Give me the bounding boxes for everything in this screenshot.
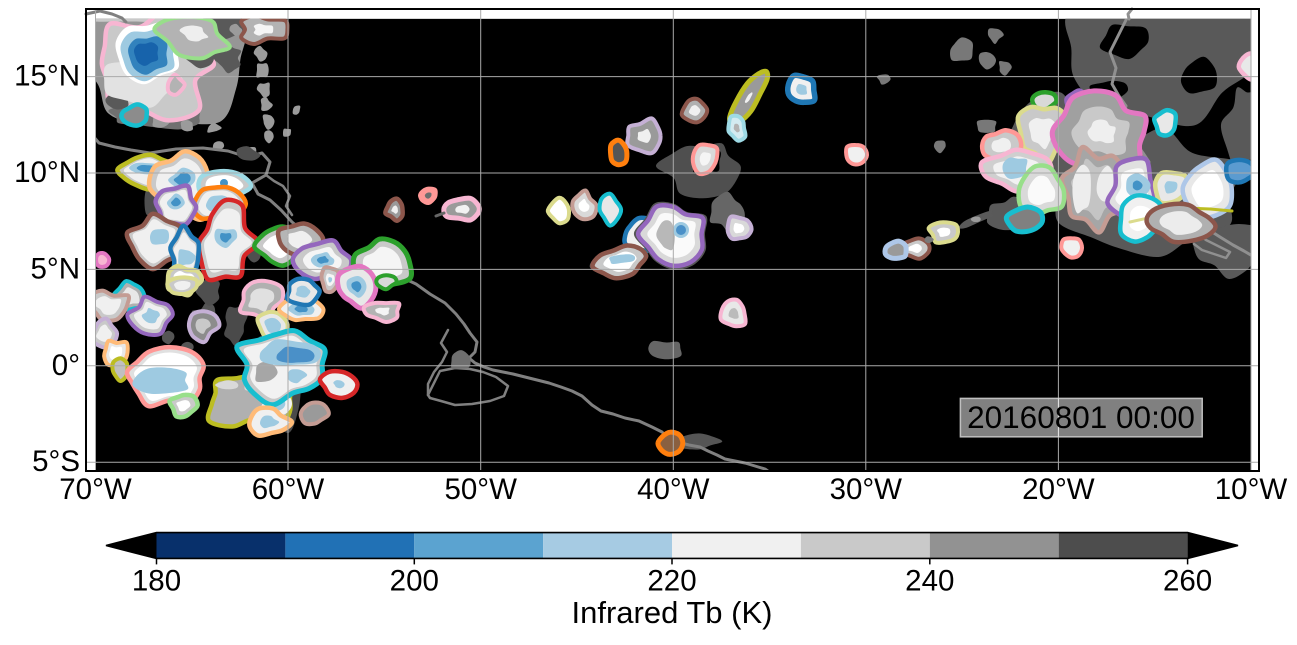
svg-text:220: 220 xyxy=(647,565,696,598)
svg-text:15°N: 15°N xyxy=(14,60,80,93)
svg-text:20°W: 20°W xyxy=(1022,473,1095,506)
svg-text:Infrared Tb (K): Infrared Tb (K) xyxy=(571,595,772,630)
svg-text:240: 240 xyxy=(905,565,954,598)
svg-text:0°: 0° xyxy=(52,349,80,382)
svg-text:5°N: 5°N xyxy=(30,252,80,285)
svg-text:180: 180 xyxy=(132,565,181,598)
svg-text:30°W: 30°W xyxy=(830,473,903,506)
svg-text:5°S: 5°S xyxy=(32,445,80,478)
svg-text:200: 200 xyxy=(390,565,439,598)
svg-text:50°W: 50°W xyxy=(444,473,517,506)
svg-text:10°W: 10°W xyxy=(1215,473,1288,506)
svg-text:20160801 00:00: 20160801 00:00 xyxy=(967,399,1195,435)
svg-text:70°W: 70°W xyxy=(59,473,132,506)
svg-text:40°W: 40°W xyxy=(637,473,710,506)
svg-text:60°W: 60°W xyxy=(252,473,325,506)
svg-text:10°N: 10°N xyxy=(14,156,80,189)
svg-text:260: 260 xyxy=(1163,565,1212,598)
